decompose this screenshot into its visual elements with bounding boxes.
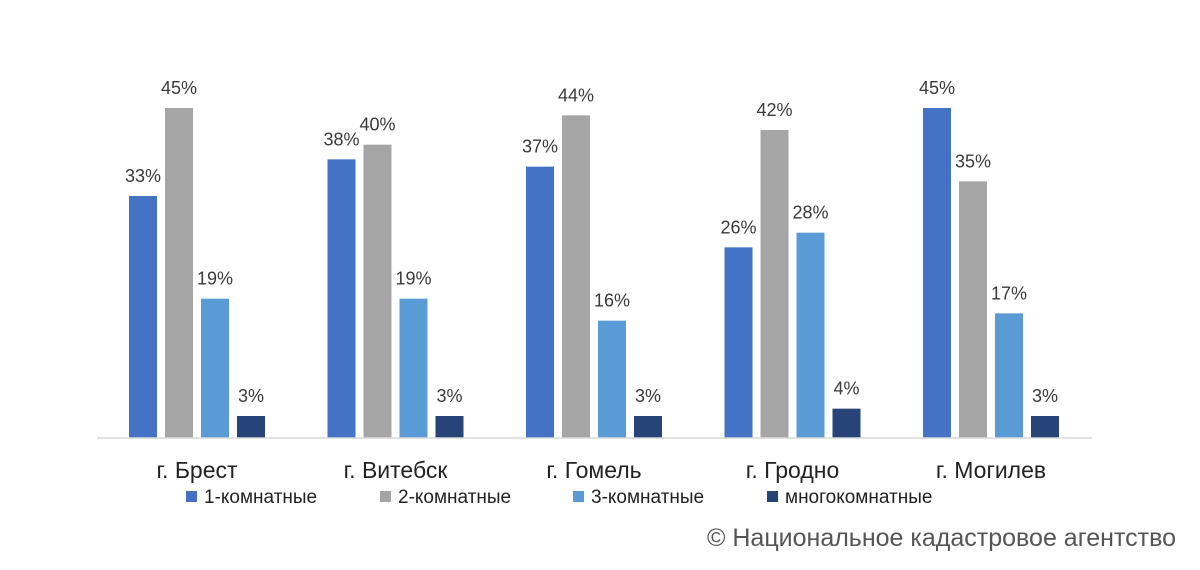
bar-2-3 [399, 298, 428, 438]
legend-swatch-1 [186, 491, 197, 502]
data-label-1-1: 33% [125, 166, 161, 186]
bar-3-2 [562, 115, 590, 438]
bars-layer [129, 108, 1059, 439]
legend-swatch-2 [380, 491, 391, 502]
category-label-4: г. Гродно [746, 457, 840, 483]
data-label-4-2: 42% [756, 100, 792, 120]
bar-4-4 [832, 408, 861, 438]
bar-1-4 [237, 416, 265, 438]
legend-swatch-3 [573, 491, 584, 502]
data-label-4-1: 26% [720, 217, 756, 237]
data-label-2-2: 40% [359, 115, 395, 135]
bar-5-2 [959, 181, 987, 439]
legend-label-2: 2-комнатные [398, 487, 511, 508]
category-label-5: г. Могилев [936, 457, 1046, 483]
bar-4-2 [760, 130, 789, 438]
data-label-3-3: 16% [594, 291, 630, 311]
data-label-5-2: 35% [955, 151, 991, 171]
data-label-2-4: 3% [436, 386, 462, 406]
data-label-1-2: 45% [161, 78, 197, 98]
data-label-5-1: 45% [919, 78, 955, 98]
data-label-1-4: 3% [238, 386, 264, 406]
data-label-5-4: 3% [1032, 386, 1058, 406]
bar-4-3 [796, 232, 825, 438]
legend-swatch-4 [767, 491, 778, 502]
category-label-1: г. Брест [156, 457, 238, 483]
bar-2-4 [435, 416, 464, 438]
bar-3-1 [526, 166, 554, 438]
bar-5-1 [923, 108, 951, 438]
bar-3-4 [634, 416, 662, 438]
data-label-3-2: 44% [558, 85, 594, 105]
legend-label-3: 3-комнатные [591, 487, 704, 508]
bar-2-2 [363, 144, 392, 438]
data-label-2-1: 38% [323, 129, 359, 149]
bar-3-3 [598, 320, 626, 438]
category-label-2: г. Витебск [344, 457, 449, 483]
bar-1-3 [201, 298, 229, 438]
data-label-5-3: 17% [991, 283, 1027, 303]
data-label-2-3: 19% [395, 269, 431, 289]
bar-5-4 [1031, 416, 1059, 438]
bar-2-1 [327, 159, 356, 439]
bar-5-3 [995, 313, 1023, 438]
data-label-1-3: 19% [197, 269, 233, 289]
bar-1-1 [129, 196, 157, 438]
data-label-3-1: 37% [522, 137, 558, 157]
legend: 1-комнатные 2-комнатные 3-комнатные многоко… [186, 487, 932, 508]
data-label-3-4: 3% [635, 386, 661, 406]
data-label-4-3: 28% [792, 203, 828, 223]
data-labels-layer: 33% 45% 19% 3% 38%40% 19% 3% 37% 44% 16% 3% 26% 42% 2… [125, 78, 1058, 406]
legend-label-1: 1-комнатные [204, 487, 317, 508]
bar-4-1 [724, 247, 753, 438]
category-label-3: г. Гомель [546, 457, 641, 483]
legend-label-4: многокомнатные [785, 487, 932, 508]
category-labels-layer: г. Брест г. Витебск г. Гомель г. Гродно г. М… [156, 457, 1046, 483]
source-credit: © Национальное кадастровое агентство [707, 524, 1176, 552]
bar-1-2 [165, 108, 193, 438]
data-label-4-4: 4% [833, 379, 859, 399]
